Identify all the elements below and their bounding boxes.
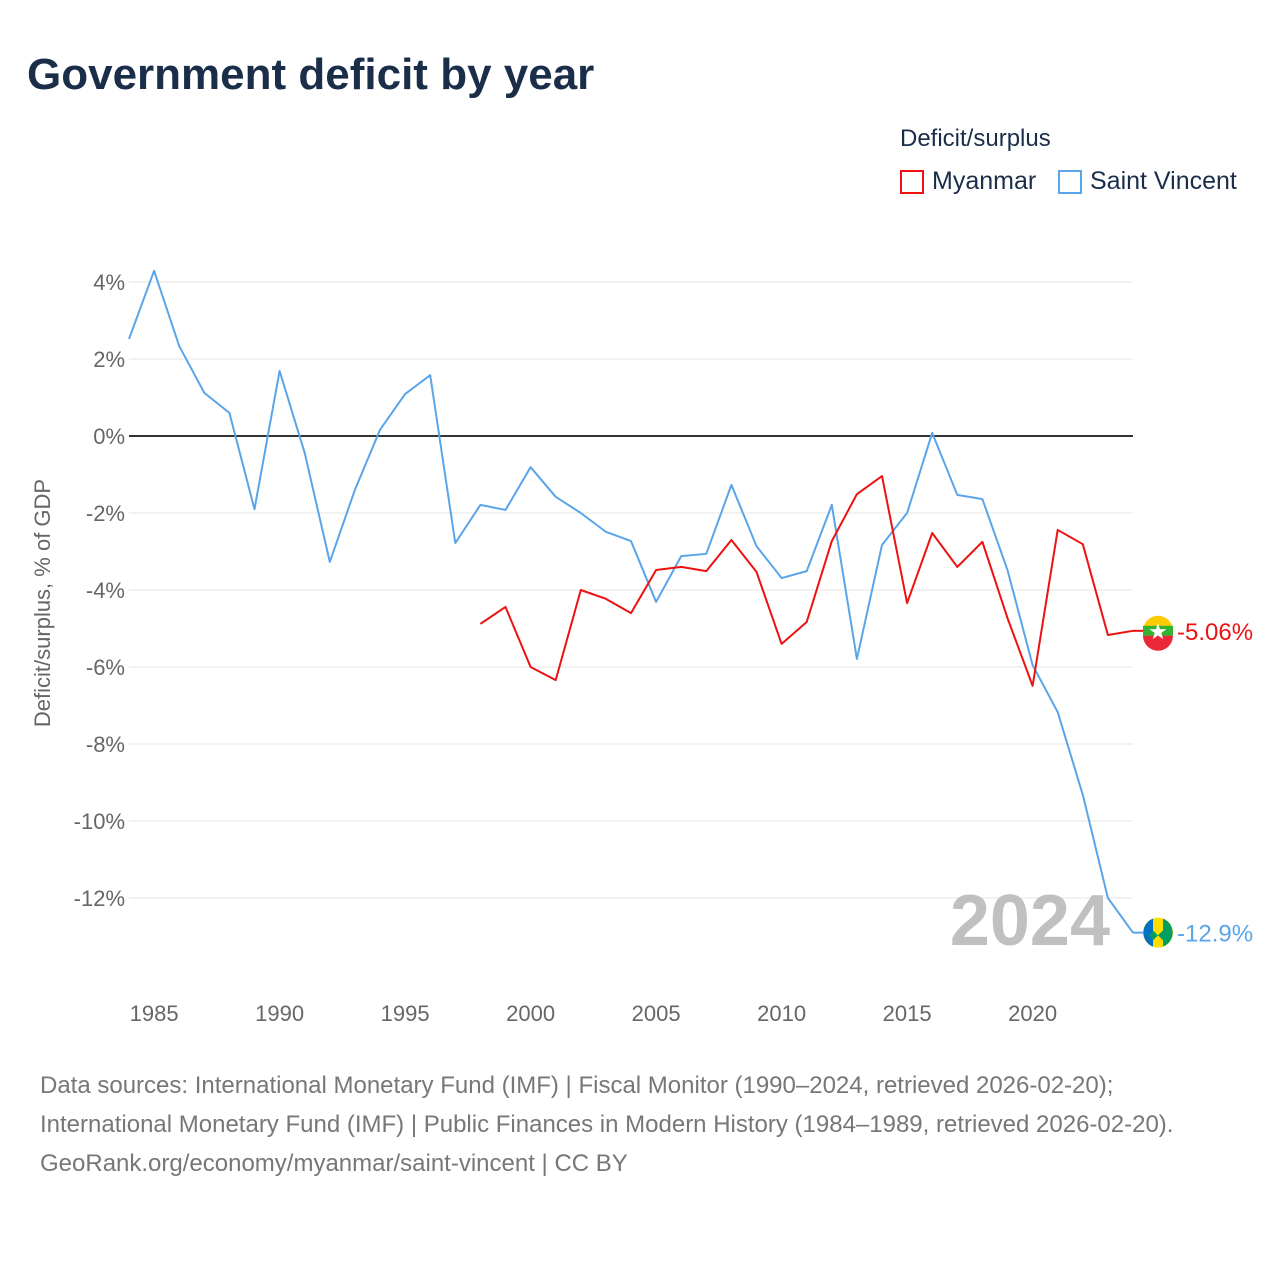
chart-title: Government deficit by year [27, 50, 595, 99]
y-tick-label: -6% [86, 655, 125, 680]
x-tick-label: 1985 [130, 1001, 179, 1026]
y-tick-label: -12% [74, 886, 125, 911]
legend-label: Saint Vincent [1090, 167, 1237, 195]
y-tick-label: -10% [74, 809, 125, 834]
year-watermark: 2024 [950, 881, 1110, 961]
legend-item-myanmar[interactable]: Myanmar [900, 167, 1036, 196]
series-line-myanmar [479, 475, 1134, 687]
end-value-label: -12.9% [1177, 921, 1253, 948]
y-tick-label: 2% [93, 347, 125, 372]
legend-label: Myanmar [932, 167, 1037, 195]
y-tick-label: 4% [93, 270, 125, 295]
y-tick-label: 0% [93, 424, 125, 449]
flag-star: ★ [1148, 619, 1168, 644]
x-tick-label: 2020 [1008, 1001, 1057, 1026]
legend-swatch-saint-vincent [1058, 169, 1082, 194]
y-tick-label: -8% [86, 732, 125, 757]
legend-item-saint-vincent[interactable]: Saint Vincent [1058, 167, 1237, 196]
legend-title: Deficit/surplus [900, 125, 1051, 152]
y-tick-label: -2% [86, 501, 125, 526]
line-chart: 4% 2% 0% -2% -4% -6% -8% -10% -12% 1985 1990 1995 20… [30, 269, 1253, 1026]
source-note: Data sources: International Monetary Fun… [40, 1066, 1240, 1183]
x-tick-label: 1990 [255, 1001, 304, 1026]
x-tick-label: 1995 [381, 1001, 430, 1026]
source-link[interactable]: GeoRank.org/economy/myanmar/saint-vincen… [40, 1150, 628, 1177]
x-tick-label: 2005 [632, 1001, 681, 1026]
y-axis-label: Deficit/surplus, % of GDP [30, 479, 55, 727]
x-tick-label: 2015 [883, 1001, 932, 1026]
flag-stripe [1143, 918, 1153, 947]
flag-stripe [1163, 918, 1173, 947]
series-line-saint-vincent [128, 269, 1134, 934]
flag-stripe [1143, 625, 1173, 636]
x-tick-label: 2000 [506, 1001, 555, 1026]
legend-swatch-myanmar [900, 169, 924, 194]
source-text: Data sources: International Monetary Fun… [40, 1072, 1174, 1138]
flag-diamonds: ◆◆ [1149, 928, 1168, 942]
x-tick-label: 2010 [757, 1001, 806, 1026]
flag-stripe [1143, 635, 1174, 651]
end-value-label: -5.06% [1177, 619, 1253, 646]
y-tick-label: -4% [86, 578, 125, 603]
